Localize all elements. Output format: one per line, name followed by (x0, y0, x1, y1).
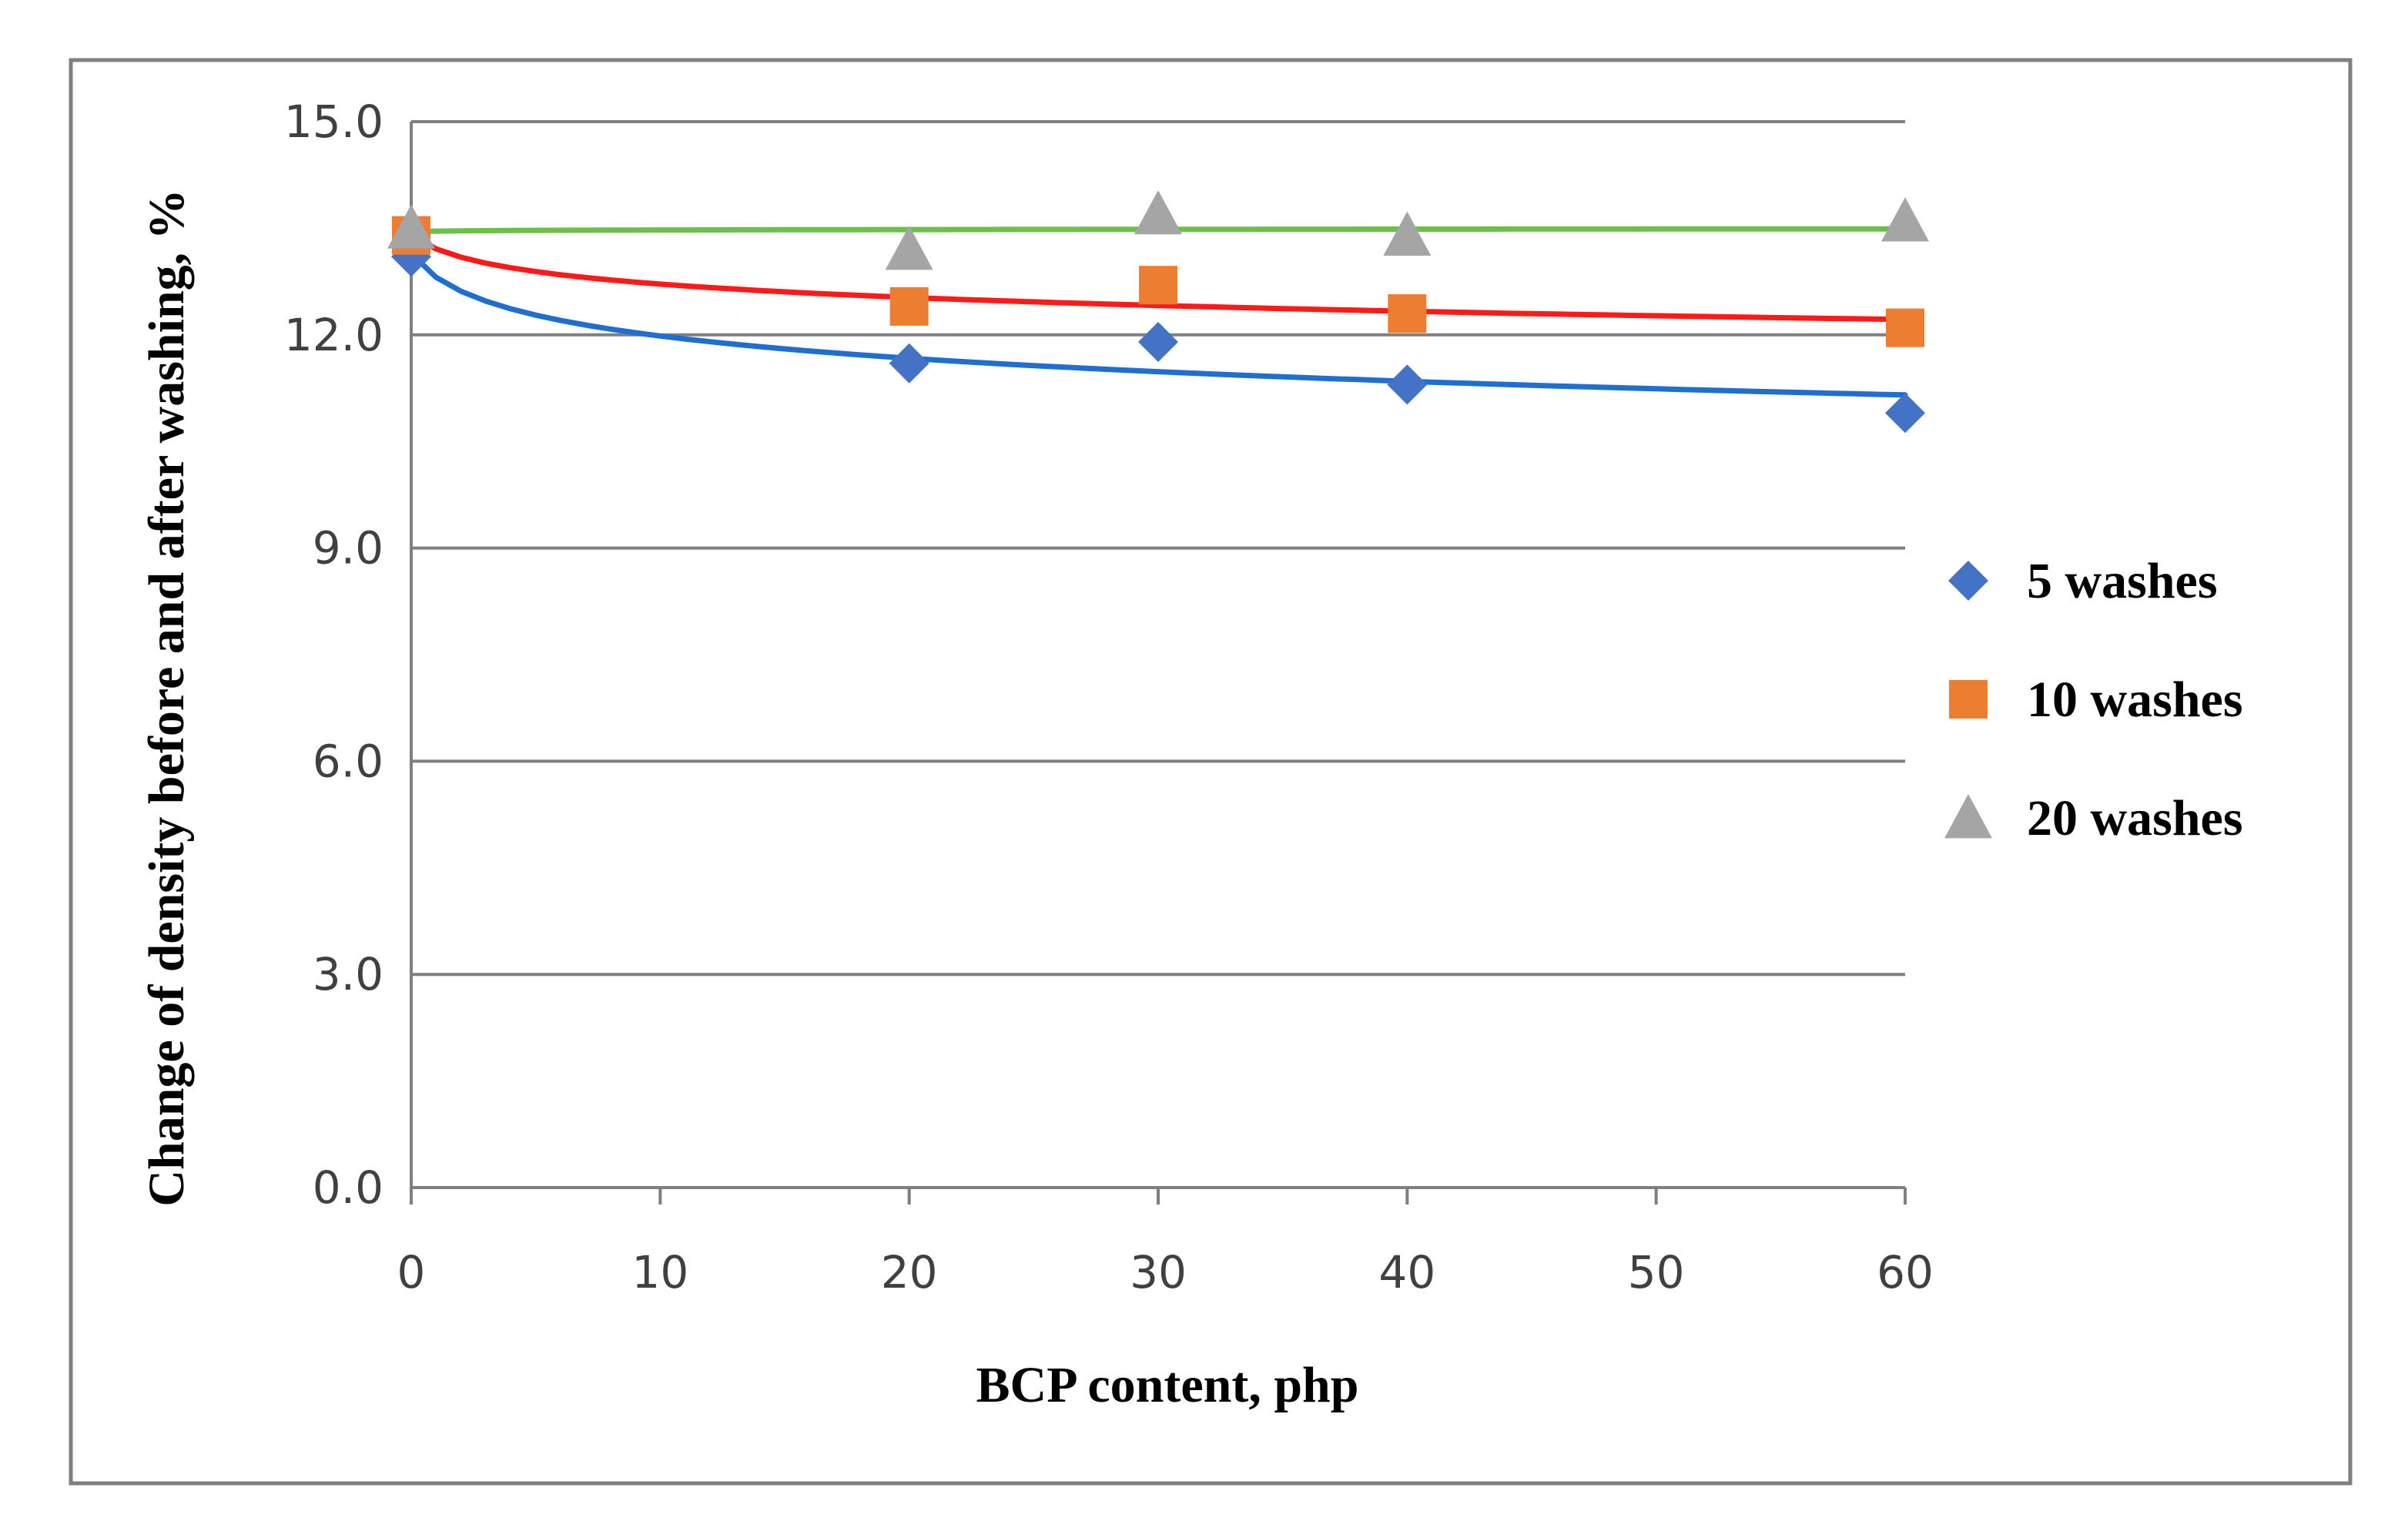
legend: 5 washes 10 washes 20 washes (1944, 553, 2243, 846)
data-point (889, 343, 929, 384)
legend-label: 10 washes (2027, 672, 2243, 728)
legend-marker (1949, 680, 1988, 719)
data-point (1134, 189, 1182, 235)
y-tick-label: 6.0 (313, 735, 383, 787)
x-tick-label: 30 (1130, 1246, 1187, 1298)
legend-label: 20 washes (2027, 790, 2243, 846)
y-tick-label: 12.0 (284, 309, 383, 361)
y-tick-label: 15.0 (284, 95, 383, 148)
data-point (1139, 266, 1177, 305)
data-point (387, 204, 435, 249)
data-point (885, 226, 933, 270)
marker-layer (387, 189, 1929, 434)
x-tick-label: 10 (631, 1246, 688, 1298)
y-tick-label: 3.0 (313, 948, 383, 1000)
data-point (1138, 322, 1178, 363)
data-point (1886, 308, 1924, 347)
data-point (1885, 393, 1925, 434)
y-tick-label: 0.0 (313, 1161, 383, 1214)
x-tick-label: 60 (1877, 1246, 1934, 1298)
x-tick-label: 50 (1628, 1246, 1685, 1298)
x-tick-label: 40 (1378, 1246, 1435, 1298)
data-point (1383, 211, 1432, 256)
data-point (1387, 364, 1428, 405)
data-point (889, 286, 929, 326)
y-tick-label: 9.0 (313, 522, 383, 575)
x-tick-label: 20 (881, 1246, 938, 1298)
axis-layer: 0.0 3.0 6.0 9.0 12.0 15.0 0 10 20 30 40 50 60 (284, 95, 1934, 1298)
trendline (408, 232, 1908, 323)
x-axis-title: BCP content, php (976, 1357, 1359, 1413)
y-axis-title: Change of density before and after washi… (139, 189, 195, 1206)
trendline (408, 250, 1908, 398)
chart-frame (69, 58, 2353, 1486)
data-point (1388, 294, 1427, 333)
legend-label: 5 washes (2027, 553, 2218, 609)
x-tick-label: 0 (397, 1246, 426, 1298)
data-point (1881, 197, 1929, 242)
legend-marker (1944, 794, 1992, 839)
legend-marker (1948, 561, 1988, 601)
